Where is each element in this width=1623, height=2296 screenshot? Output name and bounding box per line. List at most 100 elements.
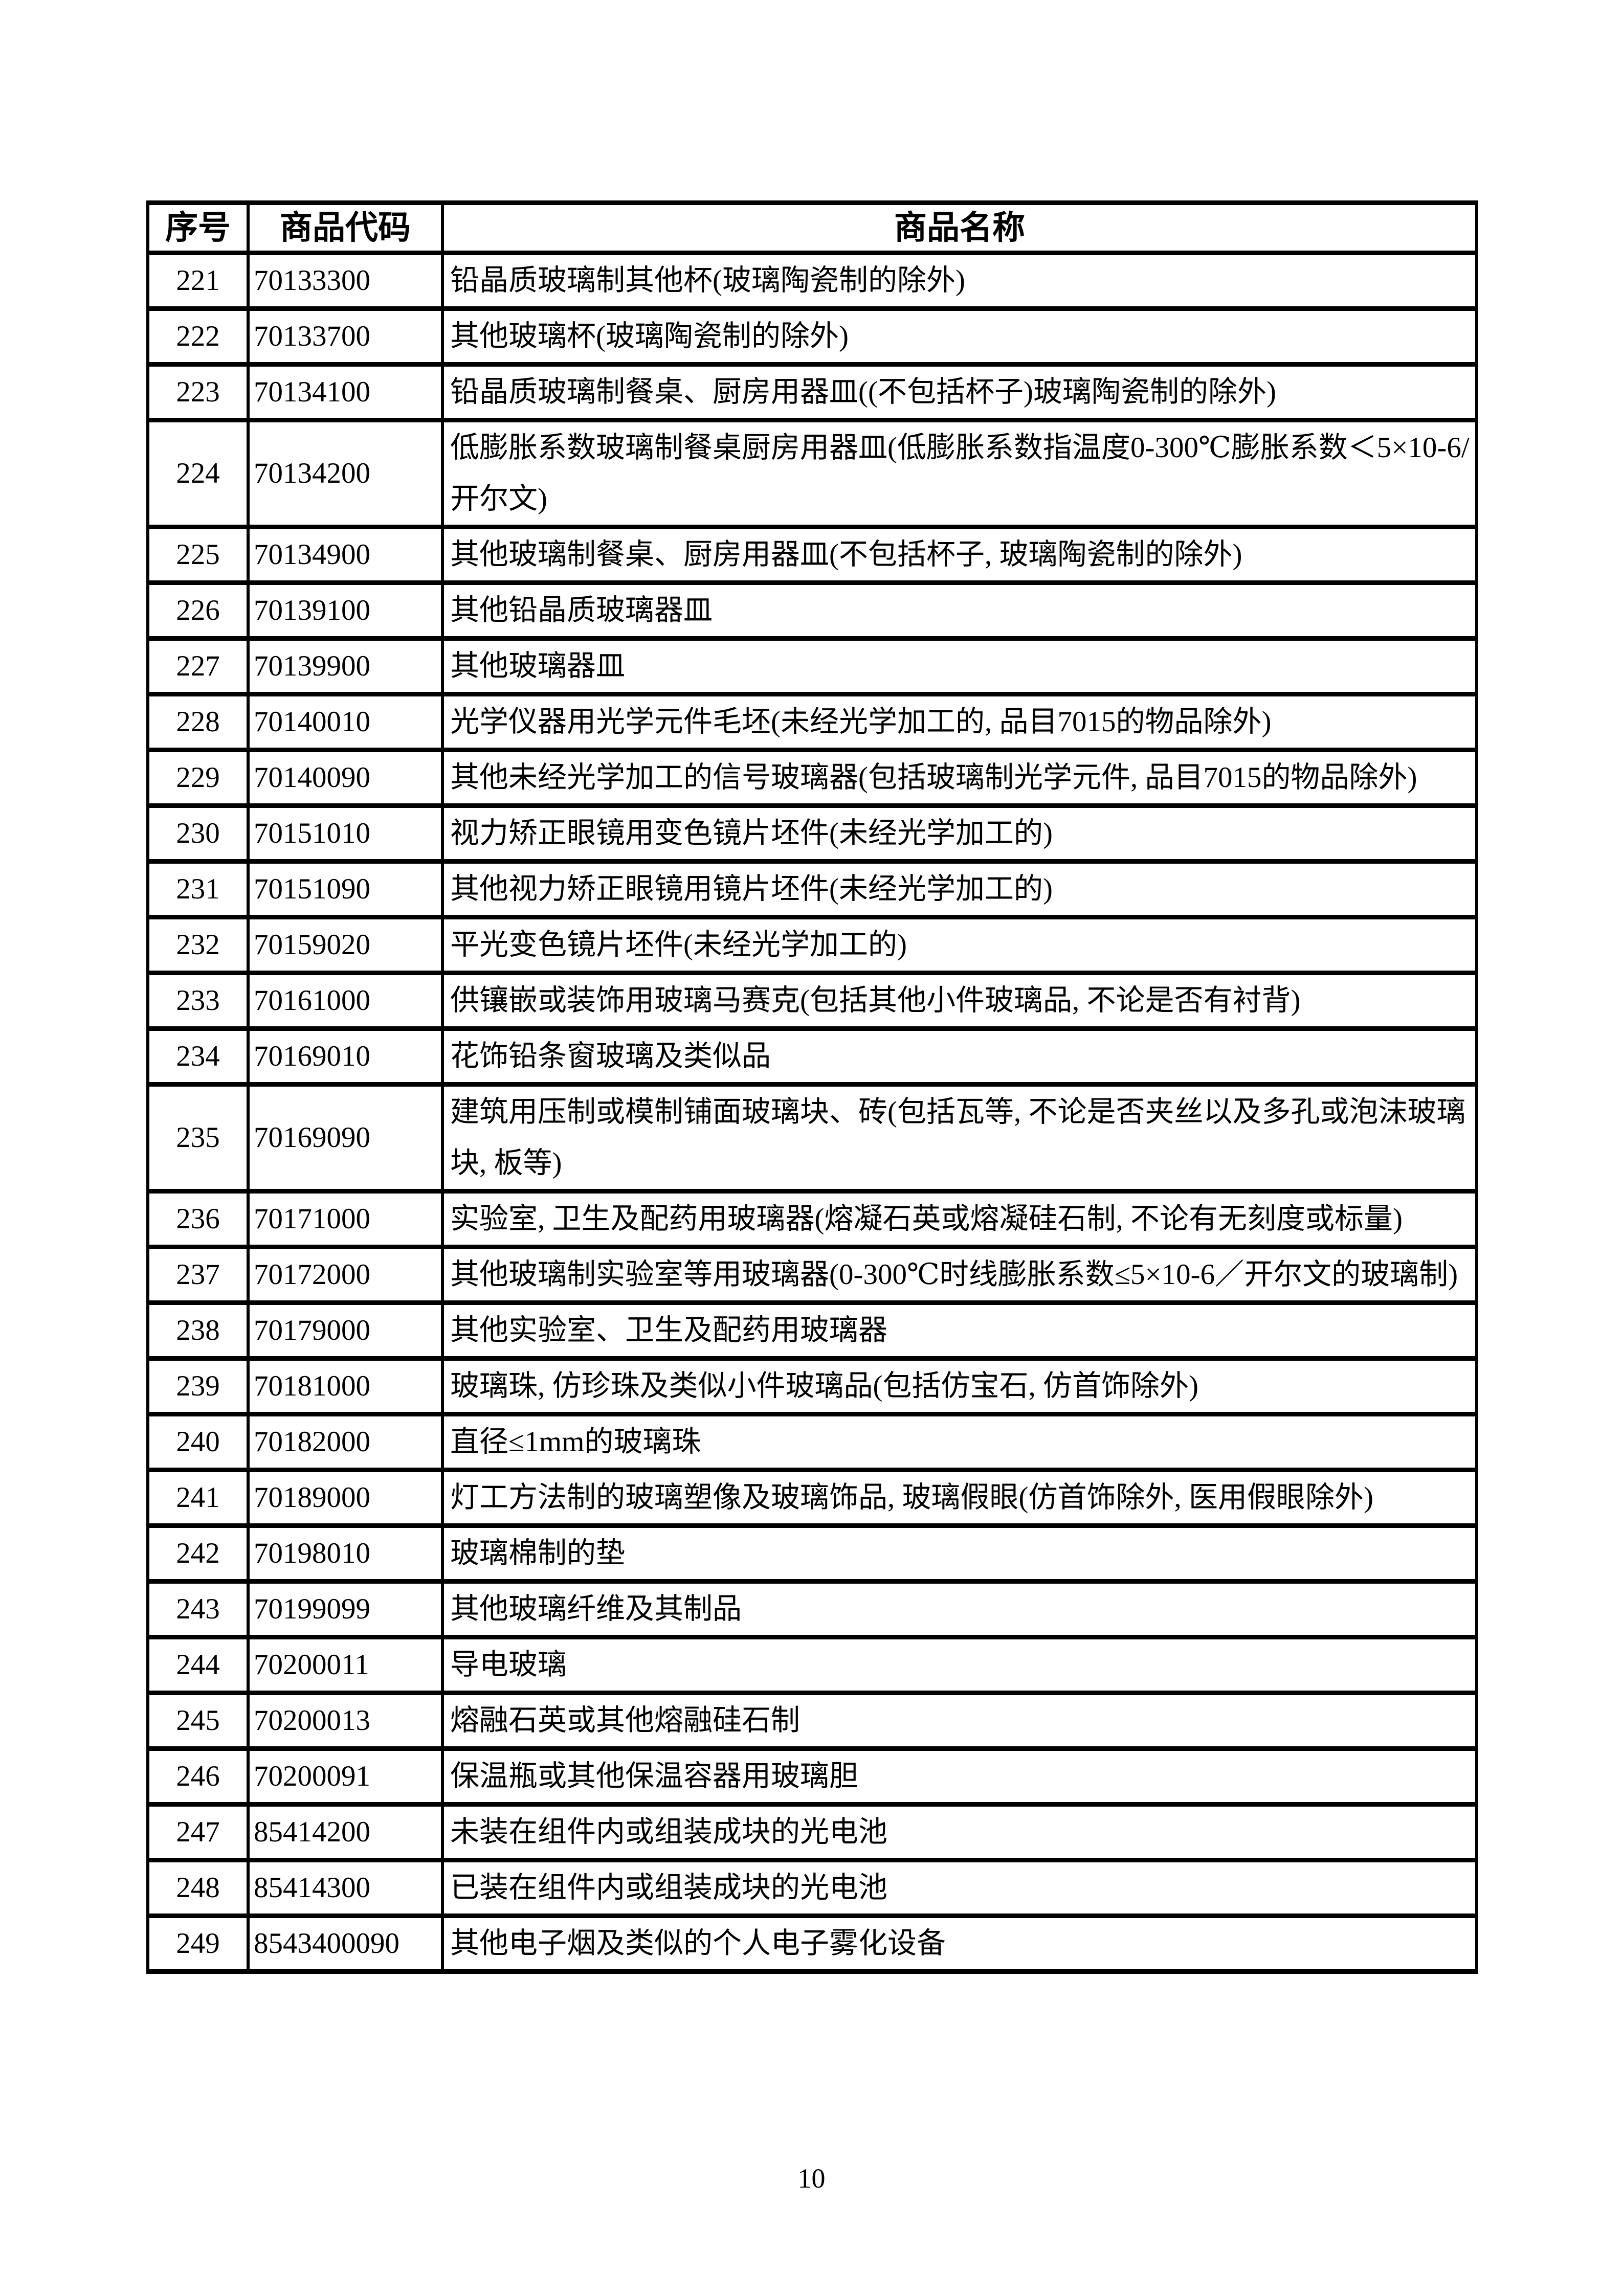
row-code-cell: 70199099 [247, 1579, 444, 1639]
row-index-cell: 248 [146, 1858, 250, 1918]
row-index-cell: 243 [146, 1579, 250, 1639]
row-code-cell: 70169010 [247, 1026, 444, 1087]
row-code-cell: 70161000 [247, 971, 444, 1031]
row-index-cell: 238 [146, 1300, 250, 1361]
page-number: 10 [797, 2163, 826, 2194]
row-index-cell: 249 [146, 1914, 250, 1974]
row-code-cell: 70139900 [247, 636, 444, 696]
row-name-cell: 光学仪器用光学元件毛坯(未经光学加工的, 品目7015的物品除外) [441, 692, 1478, 752]
row-name-cell: 低膨胀系数玻璃制餐桌厨房用器皿(低膨胀系数指温度0-300℃膨胀系数＜5×10-… [441, 418, 1478, 529]
row-name-cell: 建筑用压制或模制铺面玻璃块、砖(包括瓦等, 不论是否夹丝以及多孔或泡沫玻璃块, … [441, 1082, 1478, 1194]
row-name-cell: 实验室, 卫生及配药用玻璃器(熔凝石英或熔凝硅石制, 不论有无刻度或标量) [441, 1189, 1478, 1249]
table-row: 248 85414300 已装在组件内或组装成块的光电池 [146, 1858, 1478, 1918]
row-name-cell: 保温瓶或其他保温容器用玻璃胆 [441, 1746, 1478, 1807]
row-name-cell: 灯工方法制的玻璃塑像及玻璃饰品, 玻璃假眼(仿首饰除外, 医用假眼除外) [441, 1468, 1478, 1528]
row-index-cell: 227 [146, 636, 250, 696]
row-index-cell: 232 [146, 915, 250, 975]
table-row: 223 70134100 铅晶质玻璃制餐桌、厨房用器皿((不包括杯子)玻璃陶瓷制的除… [146, 362, 1478, 422]
row-index-cell: 235 [146, 1082, 250, 1194]
commodity-table: 序号 商品代码 商品名称 221 70133300 铅晶质玻璃制其他杯(玻璃陶瓷制的… [146, 200, 1478, 1974]
table-row: 237 70172000 其他玻璃制实验室等用玻璃器(0-300℃时线膨胀系数≤5×… [146, 1245, 1478, 1305]
row-code-cell: 70134100 [247, 362, 444, 422]
row-name-cell: 其他玻璃纤维及其制品 [441, 1579, 1478, 1639]
table-row: 222 70133700 其他玻璃杯(玻璃陶瓷制的除外) [146, 306, 1478, 367]
table-row: 233 70161000 供镶嵌或装饰用玻璃马赛克(包括其他小件玻璃品, 不论是否有… [146, 971, 1478, 1031]
row-index-cell: 242 [146, 1523, 250, 1584]
row-index-cell: 241 [146, 1468, 250, 1528]
row-name-cell: 已装在组件内或组装成块的光电池 [441, 1858, 1478, 1918]
row-index-cell: 244 [146, 1635, 250, 1695]
row-code-cell: 70133300 [247, 251, 444, 311]
row-index-cell: 225 [146, 525, 250, 585]
row-index-cell: 245 [146, 1691, 250, 1751]
row-name-cell: 供镶嵌或装饰用玻璃马赛克(包括其他小件玻璃品, 不论是否有衬背) [441, 971, 1478, 1031]
table-row: 232 70159020 平光变色镜片坯件(未经光学加工的) [146, 915, 1478, 975]
row-code-cell: 70172000 [247, 1245, 444, 1305]
row-index-cell: 229 [146, 748, 250, 808]
row-name-cell: 视力矫正眼镜用变色镜片坯件(未经光学加工的) [441, 803, 1478, 864]
row-name-cell: 其他玻璃制餐桌、厨房用器皿(不包括杯子, 玻璃陶瓷制的除外) [441, 525, 1478, 585]
row-index-cell: 233 [146, 971, 250, 1031]
row-index-cell: 230 [146, 803, 250, 864]
row-index-cell: 236 [146, 1189, 250, 1249]
row-index-cell: 224 [146, 418, 250, 529]
row-index-cell: 239 [146, 1356, 250, 1416]
row-code-cell: 85414300 [247, 1858, 444, 1918]
row-index-cell: 222 [146, 306, 250, 367]
table-row: 249 8543400090 其他电子烟及类似的个人电子雾化设备 [146, 1914, 1478, 1974]
table-row: 235 70169090 建筑用压制或模制铺面玻璃块、砖(包括瓦等, 不论是否夹丝以… [146, 1082, 1478, 1194]
row-name-cell: 其他视力矫正眼镜用镜片坯件(未经光学加工的) [441, 859, 1478, 919]
row-name-cell: 铅晶质玻璃制其他杯(玻璃陶瓷制的除外) [441, 251, 1478, 311]
table-row: 229 70140090 其他未经光学加工的信号玻璃器(包括玻璃制光学元件, 品目7… [146, 748, 1478, 808]
row-name-cell: 其他铅晶质玻璃器皿 [441, 580, 1478, 641]
table-row: 242 70198010 玻璃棉制的垫 [146, 1523, 1478, 1584]
table-row: 244 70200011 导电玻璃 [146, 1635, 1478, 1695]
table-row: 238 70179000 其他实验室、卫生及配药用玻璃器 [146, 1300, 1478, 1361]
row-name-cell: 铅晶质玻璃制餐桌、厨房用器皿((不包括杯子)玻璃陶瓷制的除外) [441, 362, 1478, 422]
row-index-cell: 247 [146, 1802, 250, 1862]
row-code-cell: 70179000 [247, 1300, 444, 1361]
header-row: 序号 商品代码 商品名称 [146, 200, 1478, 255]
row-index-cell: 228 [146, 692, 250, 752]
table-row: 239 70181000 玻璃珠, 仿珍珠及类似小件玻璃品(包括仿宝石, 仿首饰除外… [146, 1356, 1478, 1416]
row-name-cell: 其他玻璃器皿 [441, 636, 1478, 696]
row-code-cell: 70133700 [247, 306, 444, 367]
row-code-cell: 70200011 [247, 1635, 444, 1695]
row-code-cell: 70198010 [247, 1523, 444, 1584]
row-code-cell: 70139100 [247, 580, 444, 641]
header-col-code: 商品代码 [247, 200, 444, 255]
row-code-cell: 70200091 [247, 1746, 444, 1807]
row-name-cell: 直径≤1mm的玻璃珠 [441, 1412, 1478, 1472]
table-row: 224 70134200 低膨胀系数玻璃制餐桌厨房用器皿(低膨胀系数指温度0-300… [146, 418, 1478, 529]
row-code-cell: 70171000 [247, 1189, 444, 1249]
row-code-cell: 70159020 [247, 915, 444, 975]
row-index-cell: 221 [146, 251, 250, 311]
table-row: 221 70133300 铅晶质玻璃制其他杯(玻璃陶瓷制的除外) [146, 251, 1478, 311]
table-row: 240 70182000 直径≤1mm的玻璃珠 [146, 1412, 1478, 1472]
header-col-index: 序号 [146, 200, 250, 255]
row-index-cell: 231 [146, 859, 250, 919]
row-name-cell: 未装在组件内或组装成块的光电池 [441, 1802, 1478, 1862]
row-name-cell: 其他未经光学加工的信号玻璃器(包括玻璃制光学元件, 品目7015的物品除外) [441, 748, 1478, 808]
row-name-cell: 其他玻璃制实验室等用玻璃器(0-300℃时线膨胀系数≤5×10-6／开尔文的玻璃… [441, 1245, 1478, 1305]
row-index-cell: 246 [146, 1746, 250, 1807]
row-name-cell: 熔融石英或其他熔融硅石制 [441, 1691, 1478, 1751]
row-index-cell: 234 [146, 1026, 250, 1087]
table-row: 230 70151010 视力矫正眼镜用变色镜片坯件(未经光学加工的) [146, 803, 1478, 864]
row-code-cell: 70151010 [247, 803, 444, 864]
row-code-cell: 70134900 [247, 525, 444, 585]
row-code-cell: 70200013 [247, 1691, 444, 1751]
row-name-cell: 玻璃棉制的垫 [441, 1523, 1478, 1584]
table-row: 241 70189000 灯工方法制的玻璃塑像及玻璃饰品, 玻璃假眼(仿首饰除外, … [146, 1468, 1478, 1528]
header-col-name: 商品名称 [441, 200, 1478, 255]
row-code-cell: 70134200 [247, 418, 444, 529]
row-name-cell: 其他电子烟及类似的个人电子雾化设备 [441, 1914, 1478, 1974]
row-code-cell: 70140090 [247, 748, 444, 808]
row-code-cell: 70140010 [247, 692, 444, 752]
table-row: 236 70171000 实验室, 卫生及配药用玻璃器(熔凝石英或熔凝硅石制, 不论… [146, 1189, 1478, 1249]
row-index-cell: 240 [146, 1412, 250, 1472]
row-name-cell: 其他玻璃杯(玻璃陶瓷制的除外) [441, 306, 1478, 367]
table-row: 243 70199099 其他玻璃纤维及其制品 [146, 1579, 1478, 1639]
table-row: 246 70200091 保温瓶或其他保温容器用玻璃胆 [146, 1746, 1478, 1807]
